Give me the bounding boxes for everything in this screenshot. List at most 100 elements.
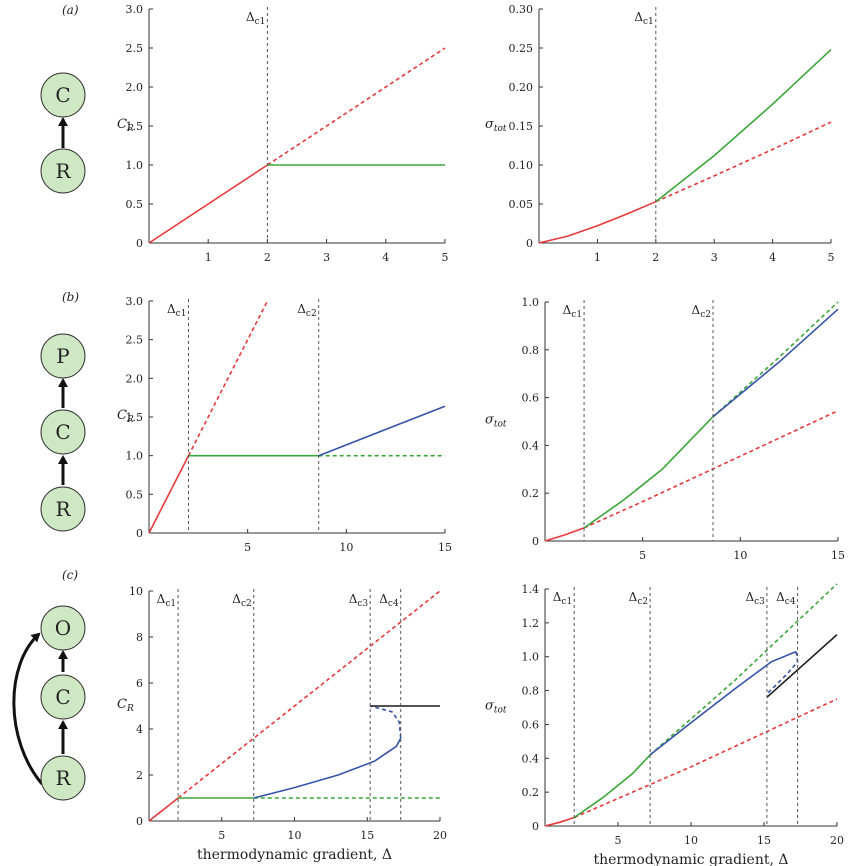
x-tick-label: 10: [733, 549, 747, 562]
y-tick-label: 2.0: [126, 81, 144, 94]
y-axis-label: CR: [117, 697, 134, 714]
y-tick-label: 1.0: [522, 651, 540, 664]
y-tick-label: 0.5: [126, 488, 144, 501]
y-tick-label: 3.0: [126, 295, 144, 308]
x-tick-label: 10: [339, 541, 353, 554]
x-tick-label: 1: [205, 251, 212, 264]
x-axis-label: thermodynamic gradient, Δ: [197, 847, 392, 863]
series-line-red-solid: [148, 164, 268, 244]
x-tick-label: 5: [244, 541, 251, 554]
y-tick-label: 0: [136, 527, 143, 540]
critical-label-c1: Δc1: [157, 592, 176, 609]
critical-label-c1: Δc1: [167, 302, 186, 319]
y-tick-label: 1.2: [522, 617, 540, 630]
y-tick-label: 2.5: [126, 334, 144, 347]
x-tick-label: 15: [360, 829, 374, 842]
critical-label-c2: Δc2: [232, 592, 251, 609]
y-axis-label: CR: [117, 117, 134, 134]
x-tick-label: 2: [652, 251, 659, 264]
node-circle: [40, 72, 86, 118]
x-tick-label: 3: [323, 251, 330, 264]
series-line-red-dashed: [266, 47, 446, 166]
critical-label-c3: Δc3: [745, 590, 765, 607]
y-tick-label: 0.8: [522, 685, 540, 698]
node-circle: [40, 148, 86, 194]
panel-label-b: (b): [62, 290, 79, 304]
y-axis-label: σtot: [485, 699, 507, 716]
y-tick-label: 1.5: [126, 120, 144, 133]
plot-a-sigma-tot: 0 0.05 0.10 0.15 0.20 0.25 0.30 1 2 3 4 5 Δc1 σtot: [485, 3, 835, 264]
series-line-red-dashed: [177, 590, 441, 799]
y-tick-label: 0.30: [509, 3, 534, 16]
y-tick-label: 0.2: [522, 487, 540, 500]
y-tick-label: 0: [136, 815, 143, 828]
plot-a-cr: 0 0.5 1.0 1.5 2.0 2.5 3.0 1 2 3 4 5 Δc1 CR: [117, 3, 449, 264]
series-line-red-solid: [148, 797, 179, 822]
x-tick-label: 5: [218, 829, 225, 842]
y-tick-label: 0.2: [522, 786, 540, 799]
y-tick-label: 10: [129, 585, 143, 598]
y-tick-label: 0.15: [509, 120, 534, 133]
x-tick-label: 15: [438, 541, 452, 554]
series-line-red-solid: [148, 455, 190, 534]
critical-label-c4: Δc4: [776, 590, 796, 607]
y-tick-label: 0.6: [522, 392, 540, 405]
node-label: C: [55, 83, 70, 107]
series-line-red-solid: [544, 816, 575, 827]
node-label: R: [55, 497, 71, 521]
node-label: C: [55, 420, 70, 444]
critical-label-c1: Δc1: [553, 590, 572, 607]
node-label: P: [56, 344, 69, 368]
plot-b-sigma-tot: 0 0.2 0.4 0.6 0.8 1.0 5 10 15 Δc1 Δc2 σtot: [485, 296, 845, 562]
series-line-blue-solid: [318, 405, 446, 457]
series-line-green-solid: [655, 49, 832, 203]
y-tick-label: 0.4: [522, 752, 540, 765]
plot-c-sigma-tot: 0 0.2 0.4 0.6 0.8 1.0 1.2 1.4 5 10 15 20 Δc1 Δc2 Δc3 Δc…: [485, 583, 844, 866]
x-tick-label: 4: [382, 251, 389, 264]
node-label: O: [55, 616, 71, 640]
x-tick-label: 20: [433, 829, 447, 842]
food-web-diagram-c: O C R: [12, 605, 86, 801]
panel-label-c: (c): [62, 568, 78, 582]
x-tick-label: 5: [828, 251, 835, 264]
food-chain-diagram-a: C R: [40, 72, 86, 194]
y-tick-label: 0.8: [522, 344, 540, 357]
x-tick-label: 5: [615, 834, 622, 847]
y-tick-label: 0: [136, 237, 143, 250]
series-line-black-solid: [766, 634, 838, 698]
series-line-blue-solid: [253, 737, 402, 799]
y-axis-label: σtot: [485, 413, 507, 430]
y-tick-label: 0.05: [509, 198, 534, 211]
y-tick-label: 1.0: [522, 296, 540, 309]
series-line-red-dashed: [655, 121, 832, 203]
y-tick-label: 1.0: [126, 159, 144, 172]
y-tick-label: 0.10: [509, 159, 534, 172]
series-line-blue-solid: [712, 308, 839, 418]
node-label: R: [55, 766, 71, 790]
x-tick-label: 10: [288, 829, 302, 842]
critical-label-c2: Δc2: [692, 303, 711, 320]
y-tick-label: 2.5: [126, 42, 144, 55]
critical-label-c1: Δc1: [246, 10, 265, 27]
series-line-red-dashed: [187, 300, 269, 457]
series-line-green-dashed: [712, 301, 839, 418]
y-tick-label: 0: [532, 820, 539, 833]
critical-label-c1: Δc1: [563, 303, 582, 320]
x-tick-label: 5: [639, 549, 646, 562]
y-tick-label: 0.6: [522, 718, 540, 731]
y-tick-label: 2.0: [126, 372, 144, 385]
x-tick-label: 15: [757, 834, 771, 847]
y-tick-label: 8: [136, 631, 143, 644]
node-circle: [40, 409, 86, 455]
series-line-green-dashed: [649, 583, 838, 756]
y-tick-label: 0: [532, 535, 539, 548]
x-tick-label: 3: [711, 251, 718, 264]
x-tick-label: 15: [831, 549, 845, 562]
critical-label-c2: Δc2: [297, 302, 316, 319]
x-tick-label: 10: [684, 834, 698, 847]
node-circle: [40, 605, 86, 651]
y-tick-label: 0: [526, 237, 533, 250]
series-line-red-dashed: [583, 409, 839, 529]
series-line-blue-dashed: [369, 705, 402, 739]
series-line-green-solid: [583, 416, 714, 529]
